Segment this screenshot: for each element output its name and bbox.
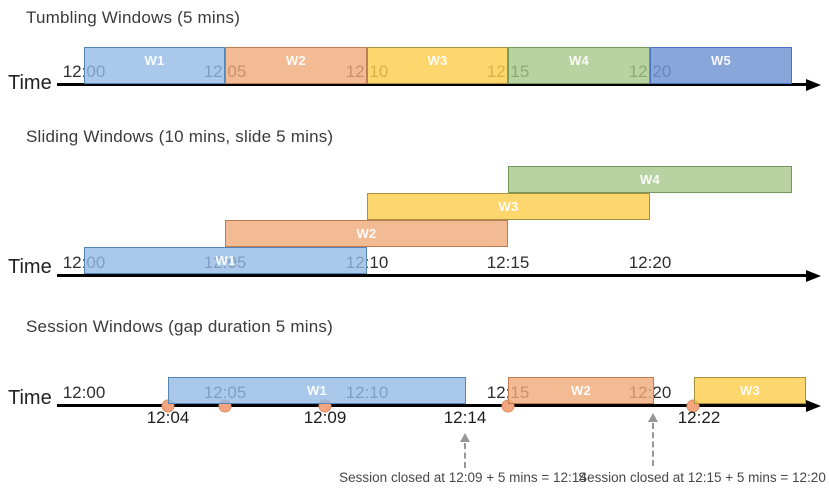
tumbling-window-w3-label: W3	[427, 53, 448, 68]
sliding-time-axis-label: Time	[8, 256, 52, 278]
session-event-time-1222: 12:22	[677, 408, 721, 427]
session-window-w2-label: W2	[570, 383, 592, 398]
tumbling-axis-arrowhead-icon	[806, 78, 821, 91]
tumbling-window-w5-label: W5	[710, 53, 732, 68]
session-window-w1-label: W1	[306, 383, 328, 398]
sliding-window-w3: W3	[367, 193, 650, 220]
sliding-window-w2: W2	[225, 220, 508, 247]
tumbling-window-w3: W3	[367, 47, 508, 84]
session-tick-1200: 12:00	[62, 383, 106, 402]
sliding-window-w4-label: W4	[639, 172, 661, 187]
session-time-axis-label: Time	[8, 387, 52, 409]
sliding-axis-arrowhead-icon	[806, 269, 821, 282]
sliding-window-w1-label: W1	[215, 253, 236, 268]
session-close-arrow-shaft-1	[464, 443, 466, 468]
sliding-window-w4: W4	[508, 166, 792, 193]
tumbling-window-w4-label: W4	[568, 53, 590, 68]
session-close-annotation-2: Session closed at 12:15 + 5 mins = 12:20	[578, 470, 826, 485]
session-window-w1: W1	[168, 377, 466, 404]
session-window-w3: W3	[694, 377, 806, 404]
tumbling-window-w1: W1	[84, 47, 225, 84]
tumbling-window-w2: W2	[225, 47, 367, 84]
session-window-w2: W2	[508, 377, 654, 404]
session-timeline-axis	[57, 404, 806, 407]
tumbling-window-w5: W5	[650, 47, 792, 84]
sliding-tick-1215: 12:15	[486, 253, 530, 272]
session-event-time-1204: 12:04	[146, 408, 190, 427]
tumbling-window-w1-label: W1	[144, 53, 165, 68]
session-close-arrow-icon-2	[648, 413, 658, 466]
sliding-timeline-axis	[57, 274, 806, 277]
tumbling-time-axis-label: Time	[8, 72, 52, 94]
session-close-annotation-1: Session closed at 12:09 + 5 mins = 12:14	[339, 470, 587, 485]
tumbling-section-title: Tumbling Windows (5 mins)	[26, 8, 241, 27]
session-event-time-1209: 12:09	[303, 408, 347, 427]
session-close-arrow-head-1	[460, 433, 470, 442]
sliding-window-w3-label: W3	[498, 199, 519, 214]
sliding-window-w1: W1	[84, 247, 367, 274]
session-section-title: Session Windows (gap duration 5 mins)	[26, 317, 333, 336]
session-event-time-1214: 12:14	[443, 408, 487, 427]
session-axis-arrowhead-icon	[806, 399, 821, 412]
tumbling-window-w4: W4	[508, 47, 650, 84]
session-close-arrow-icon-1	[460, 433, 470, 468]
sliding-tick-1220: 12:20	[628, 253, 672, 272]
tumbling-timeline-axis	[57, 83, 806, 86]
session-close-arrow-shaft-2	[652, 423, 654, 466]
tumbling-window-w2-label: W2	[285, 53, 307, 68]
session-close-arrow-head-2	[648, 413, 658, 422]
sliding-section-title: Sliding Windows (10 mins, slide 5 mins)	[26, 127, 334, 146]
sliding-window-w2-label: W2	[356, 226, 377, 241]
session-window-w3-label: W3	[739, 383, 761, 398]
